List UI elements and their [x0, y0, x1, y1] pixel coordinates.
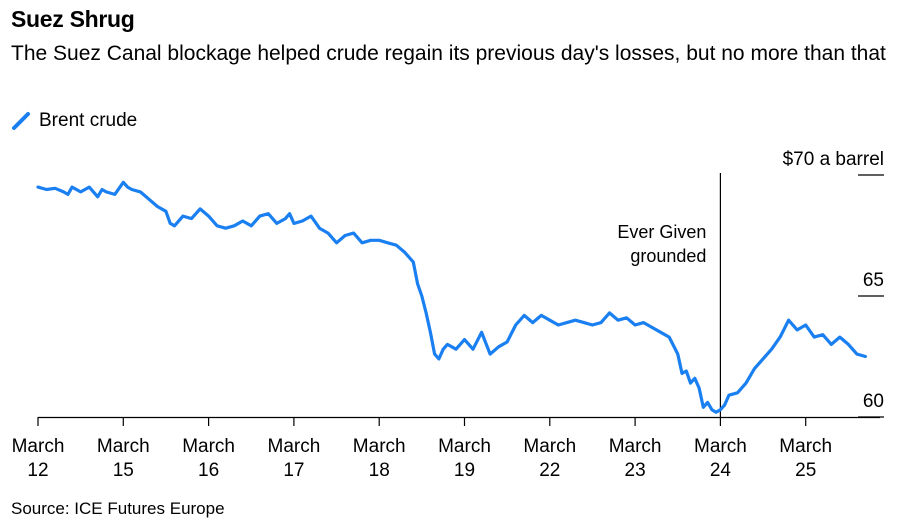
legend-label: Brent crude	[39, 110, 138, 131]
x-tick-label-day: 15	[113, 460, 134, 481]
x-tick-label-month: March	[268, 436, 321, 457]
annotation-label: Ever Given	[617, 222, 706, 242]
series-line-brent-crude	[36, 180, 867, 414]
x-tick-label-day: 22	[539, 460, 560, 481]
x-tick-label-month: March	[694, 436, 747, 457]
x-tick-label-day: 18	[369, 460, 390, 481]
x-tick-label-month: March	[523, 436, 576, 457]
chart-title: Suez Shrug	[11, 6, 135, 32]
x-tick-label-month: March	[12, 436, 65, 457]
chart-subtitle: The Suez Canal blockage helped crude reg…	[11, 42, 886, 65]
x-tick-label-day: 23	[625, 460, 646, 481]
x-tick-label-day: 16	[198, 460, 219, 481]
x-tick-label-day: 25	[795, 460, 816, 481]
x-tick-label-day: 19	[454, 460, 475, 481]
x-tick-label-month: March	[779, 436, 832, 457]
x-tick-label-month: March	[353, 436, 406, 457]
y-tick-label: 60	[863, 391, 884, 412]
x-tick-label-month: March	[182, 436, 235, 457]
x-tick-label-month: March	[97, 436, 150, 457]
source-note: Source: ICE Futures Europe	[11, 499, 225, 518]
legend: Brent crude	[11, 110, 137, 132]
y-tick-label: 65	[863, 270, 884, 291]
x-tick-label-day: 17	[283, 460, 304, 481]
annotation-label: grounded	[630, 246, 706, 266]
legend-line-icon	[12, 112, 30, 130]
x-tick-label-month: March	[438, 436, 491, 457]
x-tick-label-day: 24	[710, 460, 732, 481]
x-tick-label-month: March	[609, 436, 662, 457]
x-tick-label-day: 12	[27, 460, 48, 481]
y-tick-label: $70 a barrel	[783, 149, 884, 170]
